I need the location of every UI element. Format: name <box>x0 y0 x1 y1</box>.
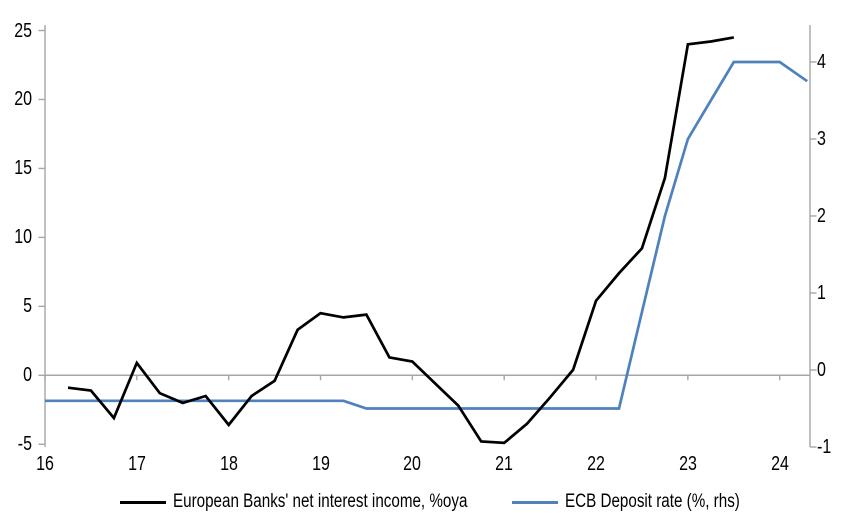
left-axis-tick-label: 15 <box>14 157 32 180</box>
right-axis-tick-label: 4 <box>817 50 826 73</box>
left-axis-tick-label: 5 <box>23 295 32 318</box>
x-axis-tick-label: 17 <box>127 453 146 475</box>
legend-label-ecb-deposit-rate: ECB Deposit rate (%, rhs) <box>565 491 740 512</box>
left-axis-tick-label: 0 <box>23 364 32 387</box>
x-axis-tick-label: 22 <box>587 453 605 475</box>
x-axis-tick-label: 24 <box>770 453 789 475</box>
x-axis-tick-label: 18 <box>219 453 238 475</box>
left-axis-tick-label: -5 <box>17 433 32 456</box>
right-axis-tick-label: 2 <box>817 204 826 227</box>
right-axis-tick-label: 0 <box>817 358 826 381</box>
x-axis-tick-label: 19 <box>311 453 330 475</box>
left-axis-tick-label: 10 <box>14 226 32 249</box>
right-axis-tick-label: 1 <box>817 281 826 304</box>
legend-swatch-black-line <box>120 500 166 504</box>
x-axis-tick-label: 23 <box>678 453 697 475</box>
left-axis-tick-label: 25 <box>14 19 32 42</box>
ecb-deposit-rate-line <box>45 60 808 410</box>
net-interest-income-line <box>67 36 735 445</box>
legend-item-net-interest-income: European Banks' net interest income, %oy… <box>120 491 541 513</box>
right-axis-tick-label: -1 <box>817 436 832 458</box>
legend-swatch-blue-line <box>512 500 558 504</box>
right-axis-tick-label: 3 <box>817 127 826 150</box>
x-axis-tick-label: 20 <box>403 453 422 475</box>
legend-item-ecb-deposit-rate: ECB Deposit rate (%, rhs) <box>512 491 784 513</box>
x-axis-tick-label: 16 <box>36 453 54 475</box>
legend-label-net-interest-income: European Banks' net interest income, %oy… <box>173 491 468 512</box>
left-axis-tick-label: 20 <box>14 88 32 111</box>
x-axis-tick-label: 21 <box>495 453 514 475</box>
